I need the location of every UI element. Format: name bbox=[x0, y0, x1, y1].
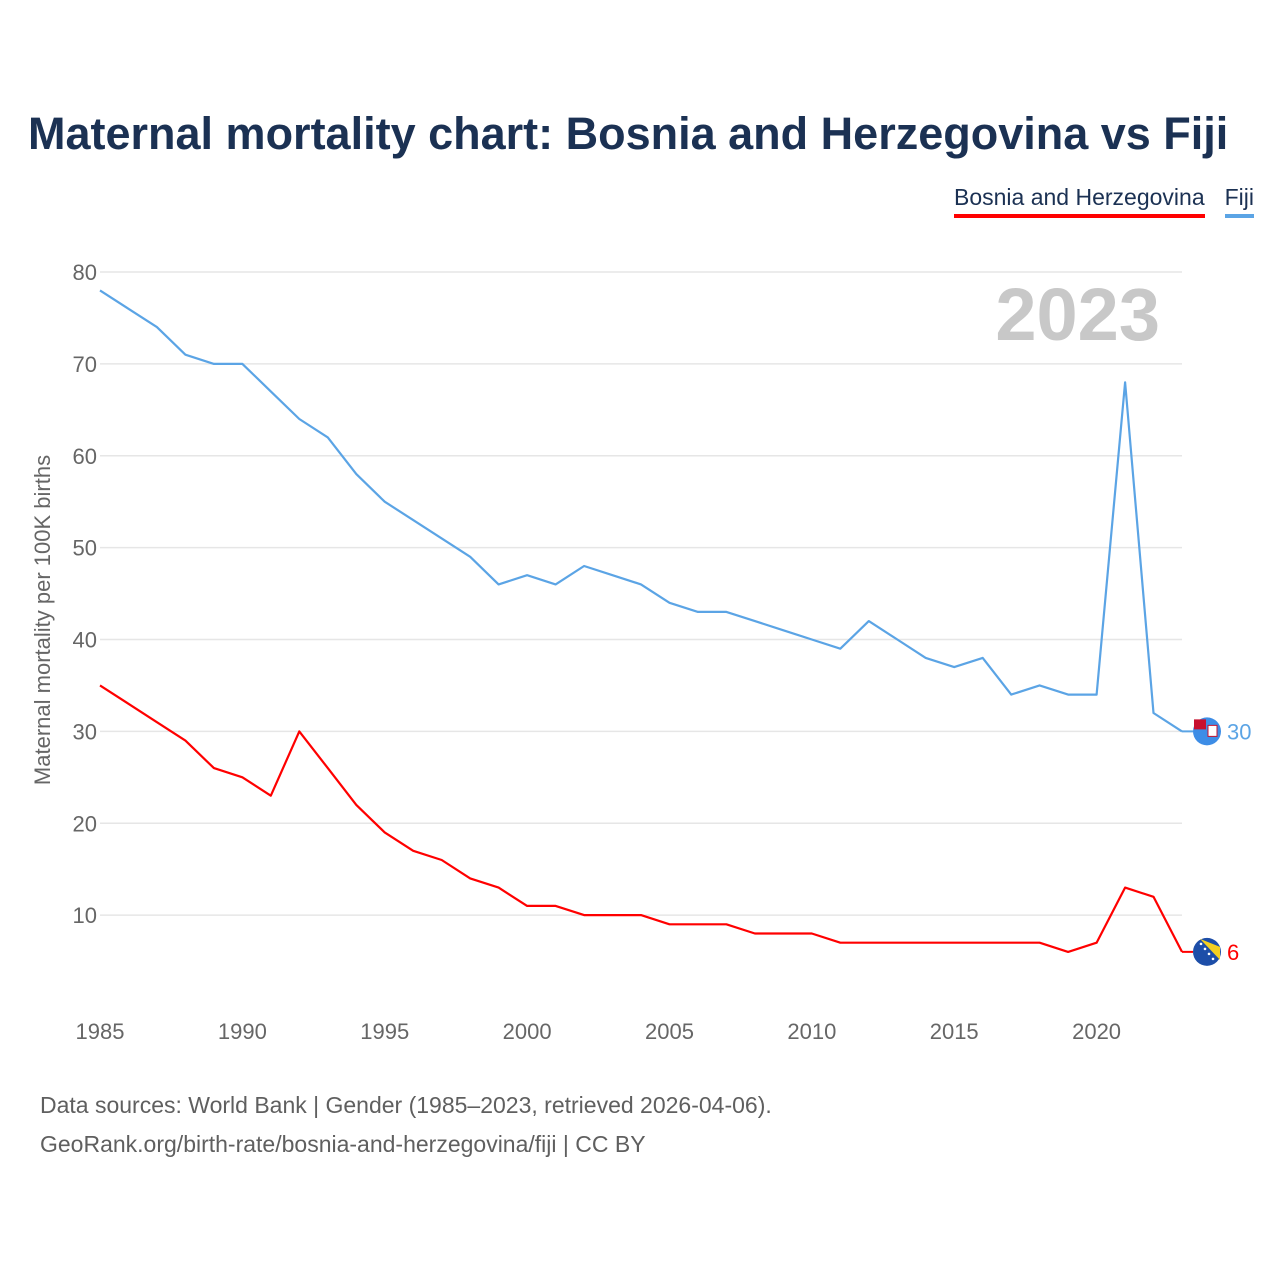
y-axis-ticks: 10 20 30 40 50 60 70 80 bbox=[73, 260, 97, 928]
legend: Bosnia and Herzegovina Fiji bbox=[954, 184, 1254, 218]
chart-title: Maternal mortality chart: Bosnia and Her… bbox=[28, 108, 1229, 159]
series-group bbox=[99, 289, 1183, 954]
url-line[interactable]: GeoRank.org/birth-rate/bosnia-and-herzeg… bbox=[40, 1131, 646, 1157]
legend-item-bosnia[interactable]: Bosnia and Herzegovina bbox=[954, 184, 1205, 218]
legend-item-fiji[interactable]: Fiji bbox=[1224, 184, 1254, 218]
fiji-end-value: 30 bbox=[1227, 719, 1251, 744]
x-tick-label: 2010 bbox=[787, 1019, 836, 1044]
y-tick-label: 30 bbox=[73, 719, 97, 744]
y-tick-label: 40 bbox=[73, 628, 97, 653]
gridlines bbox=[100, 271, 1182, 916]
year-watermark: 2023 bbox=[995, 273, 1160, 356]
series-line-fiji[interactable] bbox=[99, 289, 1183, 733]
bosnia-and-herzegovina-end-value: 6 bbox=[1227, 940, 1239, 965]
x-tick-label: 2000 bbox=[503, 1019, 552, 1044]
y-tick-label: 50 bbox=[73, 536, 97, 561]
y-tick-label: 70 bbox=[73, 352, 97, 377]
x-tick-label: 2015 bbox=[930, 1019, 979, 1044]
x-axis-ticks: 1985 1990 1995 2000 2005 2010 2015 2020 bbox=[76, 1019, 1122, 1044]
source-line: Data sources: World Bank | Gender (1985–… bbox=[40, 1092, 772, 1118]
x-tick-label: 2005 bbox=[645, 1019, 694, 1044]
y-tick-label: 10 bbox=[73, 903, 97, 928]
bosnia-and-herzegovina-flag-icon bbox=[1193, 937, 1221, 966]
y-axis-label: Maternal mortality per 100K births bbox=[30, 455, 55, 785]
x-tick-label: 2020 bbox=[1072, 1019, 1121, 1044]
end-markers: 30 6 bbox=[1182, 717, 1251, 966]
series-line-bosnia-and-herzegovina[interactable] bbox=[99, 684, 1183, 954]
fiji-flag-icon bbox=[1193, 717, 1221, 746]
x-tick-label: 1985 bbox=[76, 1019, 125, 1044]
y-tick-label: 60 bbox=[73, 444, 97, 469]
x-tick-label: 1990 bbox=[218, 1019, 267, 1044]
footer: Data sources: World Bank | Gender (1985–… bbox=[40, 1086, 772, 1164]
y-tick-label: 20 bbox=[73, 811, 97, 836]
x-tick-label: 1995 bbox=[360, 1019, 409, 1044]
y-tick-label: 80 bbox=[73, 260, 97, 285]
